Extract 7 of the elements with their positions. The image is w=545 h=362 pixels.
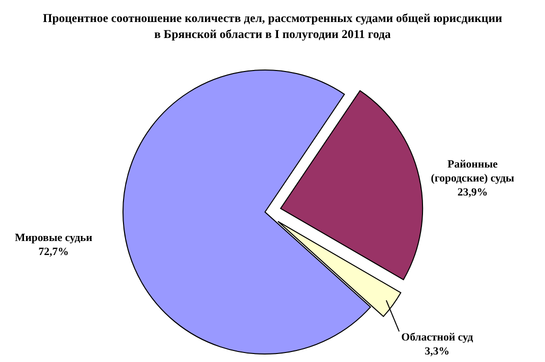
slice-label: Мировые судьи: [14, 232, 93, 244]
slice-label: Районные (городские) суды: [430, 158, 515, 184]
slice-label: Областной суд: [401, 331, 474, 344]
chart-title: Процентное соотношение количеств дел, рассмотренных судами общей юрисдикции в Брянской области в I полугодии 2011 года: [42, 11, 502, 41]
data-label: 23,9%: [457, 186, 488, 198]
data-label: 72,7%: [38, 246, 69, 258]
data-label: 3,3%: [424, 345, 450, 358]
